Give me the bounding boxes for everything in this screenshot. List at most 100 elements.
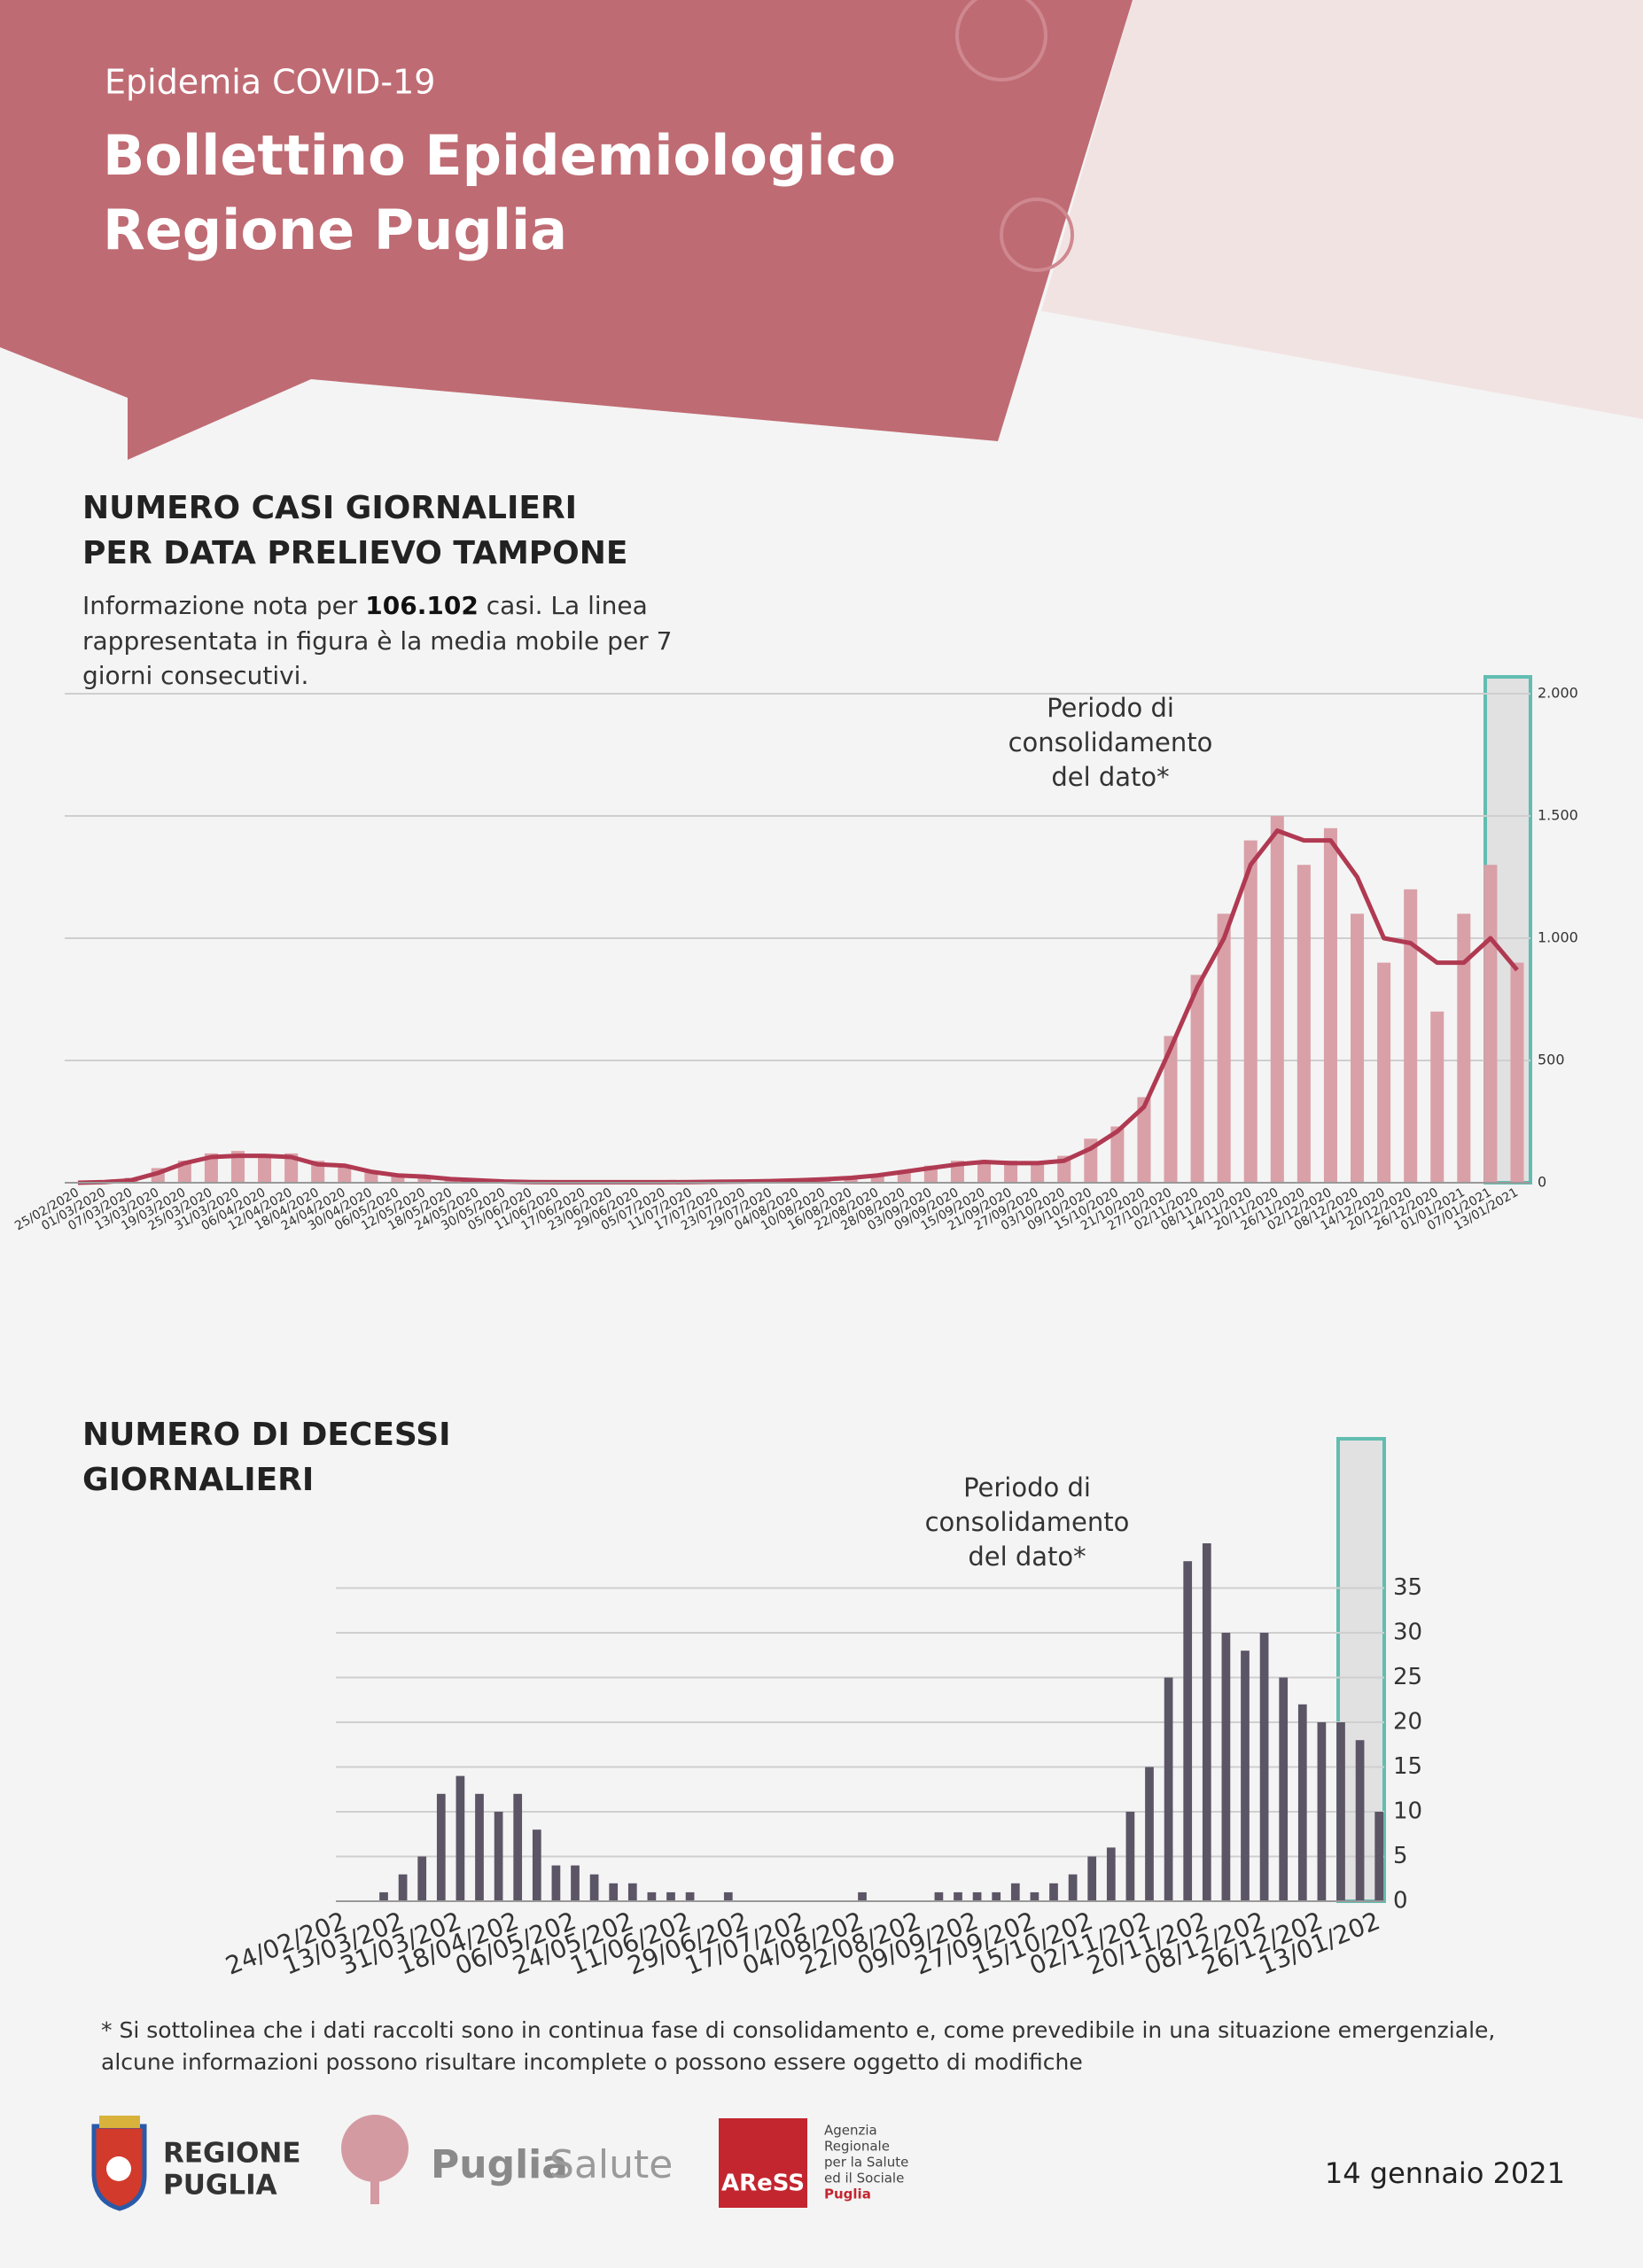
annotation: consolidamento (925, 1507, 1130, 1537)
bar (475, 1793, 484, 1901)
intro: rappresentata in figura è la media mobil… (82, 626, 672, 656)
logo-text: Puglia (431, 2142, 568, 2187)
bar (1164, 1677, 1173, 1901)
bar (391, 1175, 405, 1183)
bar (532, 1829, 541, 1901)
bar (1336, 1722, 1345, 1901)
bar (977, 1162, 992, 1183)
bar (972, 1891, 982, 1901)
moving-average-line (77, 828, 1519, 1185)
y-tick-label: 0 (1538, 1174, 1546, 1191)
bar (1323, 827, 1337, 1183)
bar (1030, 1891, 1040, 1901)
y-tick-label: 0 (1393, 1888, 1408, 1915)
chart-title: NUMERO DI DECESSI (82, 1417, 451, 1453)
bar (1241, 1651, 1250, 1901)
logo-aress: AReSS Agenzia Regionale per la Salute ed… (719, 2118, 908, 2208)
aress-box (719, 2118, 807, 2208)
bar (609, 1883, 619, 1901)
tree-trunk (370, 2162, 379, 2204)
bar (1145, 1767, 1154, 1901)
bar (230, 1151, 245, 1183)
annotation: consolidamento (1008, 727, 1213, 757)
y-tick-label: 15 (1393, 1753, 1422, 1780)
bar (1202, 1543, 1211, 1901)
bar (1031, 1161, 1045, 1183)
kicker: Epidemia COVID-19 (105, 63, 435, 102)
bar (204, 1153, 218, 1183)
intro-text: casi. La linea (487, 591, 648, 620)
bar (1483, 865, 1498, 1183)
logo-text: ed il Sociale (824, 2171, 904, 2186)
title: Regione Puglia (103, 198, 567, 262)
bar (992, 1891, 1001, 1901)
bar (1217, 913, 1231, 1183)
y-tick-label: 35 (1393, 1574, 1422, 1601)
logo-text: REGIONE (163, 2138, 301, 2170)
bar (398, 1874, 408, 1901)
bar (436, 1793, 446, 1901)
bar (1296, 865, 1311, 1183)
bar (858, 1891, 867, 1901)
bar (1004, 1161, 1018, 1183)
y-tick-label: 500 (1538, 1052, 1565, 1068)
y-tick-label: 5 (1393, 1843, 1408, 1869)
bar (1317, 1722, 1327, 1901)
annotation: del dato* (968, 1542, 1086, 1572)
y-tick-label: 20 (1393, 1709, 1422, 1736)
logo-puglia-salute: Puglia Salute (341, 2115, 673, 2204)
title: Bollettino Epidemiologico (103, 123, 896, 188)
bar (1010, 1883, 1020, 1901)
bar (1510, 962, 1524, 1183)
bar (1351, 913, 1365, 1183)
bar (1270, 816, 1284, 1183)
bar (1183, 1561, 1193, 1901)
bar (1259, 1633, 1269, 1901)
bar (417, 1856, 427, 1901)
bar (1068, 1874, 1078, 1901)
logo-text: AReSS (721, 2171, 805, 2197)
intro-number: 106.102 (365, 591, 479, 620)
bar (417, 1177, 432, 1183)
y-tick-label: 1.500 (1538, 807, 1578, 824)
bar (1243, 840, 1258, 1183)
y-tick-label: 2.000 (1538, 685, 1578, 702)
bar (723, 1891, 733, 1901)
bar (954, 1891, 962, 1901)
annotation: Periodo di (963, 1472, 1091, 1503)
logo-text: Regionale (824, 2139, 890, 2155)
bar (589, 1874, 599, 1901)
footnote: * Si sottolinea che i dati raccolti sono… (101, 2017, 1495, 2043)
bar (1106, 1847, 1116, 1901)
bar (1164, 1036, 1178, 1183)
bar (685, 1891, 695, 1901)
logo-text: Puglia (824, 2186, 871, 2202)
chart-title: GIORNALIERI (82, 1462, 314, 1498)
logo-text: per la Salute (824, 2155, 908, 2171)
bar (1430, 1011, 1444, 1183)
crest-center (106, 2156, 131, 2181)
bar (513, 1793, 523, 1901)
bar (1279, 1677, 1289, 1901)
logo-text: Agenzia (824, 2123, 877, 2139)
bar (456, 1775, 465, 1901)
bar (258, 1155, 272, 1183)
intro-text: Informazione nota per (82, 591, 358, 620)
y-tick-label: 10 (1393, 1798, 1422, 1825)
annotation: Periodo di (1047, 693, 1174, 723)
footnote: alcune informazioni possono risultare in… (101, 2049, 1083, 2075)
crown (99, 2116, 140, 2128)
y-tick-label: 30 (1393, 1619, 1422, 1646)
bar (379, 1891, 388, 1901)
bar (494, 1812, 503, 1901)
bar (1404, 889, 1418, 1183)
bar (1221, 1633, 1231, 1901)
intro: giorni consecutivi. (82, 661, 308, 690)
bar (666, 1891, 675, 1901)
logo-text: Salute (549, 2142, 673, 2187)
bar (647, 1891, 657, 1901)
bar (338, 1165, 352, 1183)
chart-title: PER DATA PRELIEVO TAMPONE (82, 535, 627, 571)
bar (934, 1891, 944, 1901)
